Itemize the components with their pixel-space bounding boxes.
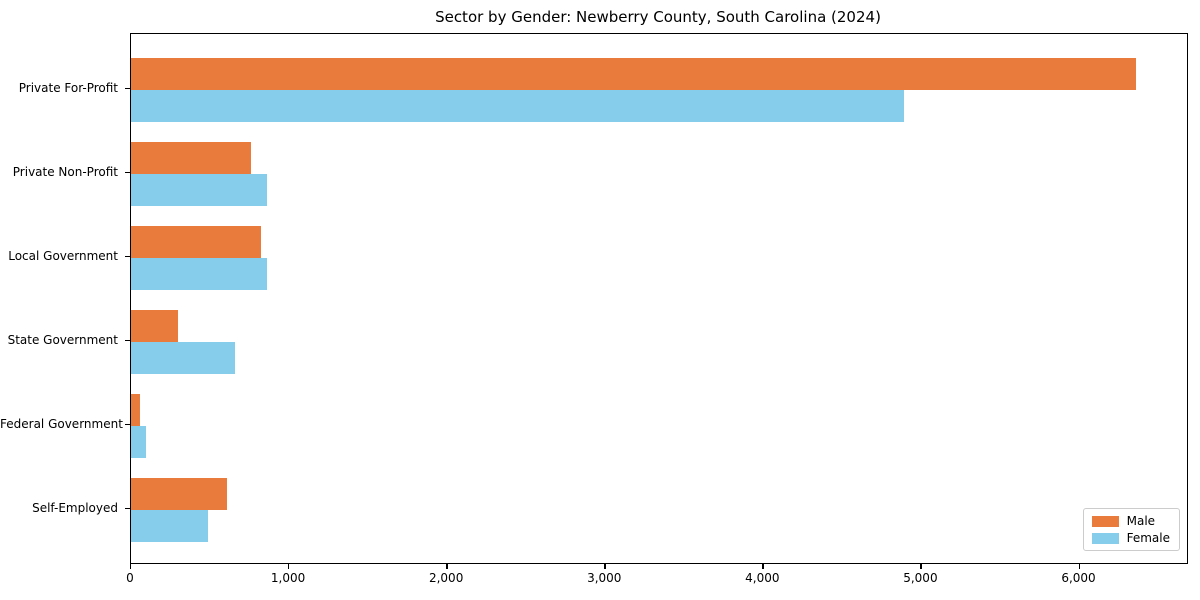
bar-male-federal-government — [131, 394, 141, 426]
x-tick-mark — [288, 564, 290, 569]
x-tick-mark — [446, 564, 448, 569]
bar-male-local-government — [131, 226, 262, 258]
bar-female-federal-government — [131, 426, 147, 458]
legend-swatch-female — [1091, 532, 1119, 544]
bar-male-self-employed — [131, 478, 228, 510]
x-tick-label-6-000: 6,000 — [1061, 571, 1096, 585]
y-tick-mark — [125, 88, 130, 90]
y-tick-mark — [125, 340, 130, 342]
y-tick-mark — [125, 424, 130, 426]
x-tick-mark — [762, 564, 764, 569]
x-tick-label-4-000: 4,000 — [745, 571, 780, 585]
bar-female-private-for-profit — [131, 90, 905, 122]
legend-item-male: Male — [1091, 514, 1170, 528]
bar-female-self-employed — [131, 510, 208, 542]
x-tick-label-2-000: 2,000 — [428, 571, 464, 585]
x-tick-label-3-000: 3,000 — [587, 571, 622, 585]
x-tick-label-1-000: 1,000 — [270, 571, 306, 585]
x-tick-label-5-000: 5,000 — [903, 571, 938, 585]
y-tick-label-federal-government: Federal Government — [0, 417, 123, 431]
y-tick-mark — [125, 172, 130, 174]
bar-female-state-government — [131, 342, 235, 374]
bar-male-private-non-profit — [131, 142, 252, 174]
x-tick-mark — [920, 564, 922, 569]
x-tick-mark — [1078, 564, 1080, 569]
y-tick-mark — [125, 256, 130, 258]
legend-item-female: Female — [1091, 531, 1170, 545]
legend-label-male: Male — [1126, 514, 1156, 528]
legend-swatch-male — [1091, 515, 1119, 527]
y-tick-label-local-government: Local Government — [8, 249, 118, 263]
y-tick-mark — [125, 508, 130, 510]
y-tick-label-private-non-profit: Private Non-Profit — [12, 165, 118, 179]
x-tick-mark — [604, 564, 606, 569]
x-tick-mark — [130, 564, 132, 569]
y-tick-label-private-for-profit: Private For-Profit — [18, 81, 118, 95]
bar-male-state-government — [131, 310, 178, 342]
bar-female-private-non-profit — [131, 174, 267, 206]
y-tick-label-self-employed: Self-Employed — [32, 501, 118, 515]
legend-label-female: Female — [1126, 531, 1170, 545]
plot-area: Male Female — [130, 33, 1188, 564]
chart-title: Sector by Gender: Newberry County, South… — [435, 8, 881, 26]
bar-female-local-government — [131, 258, 267, 290]
y-tick-label-state-government: State Government — [7, 333, 118, 347]
x-tick-label-0: 0 — [126, 571, 134, 585]
legend: Male Female — [1082, 508, 1180, 551]
bar-male-private-for-profit — [131, 58, 1137, 90]
